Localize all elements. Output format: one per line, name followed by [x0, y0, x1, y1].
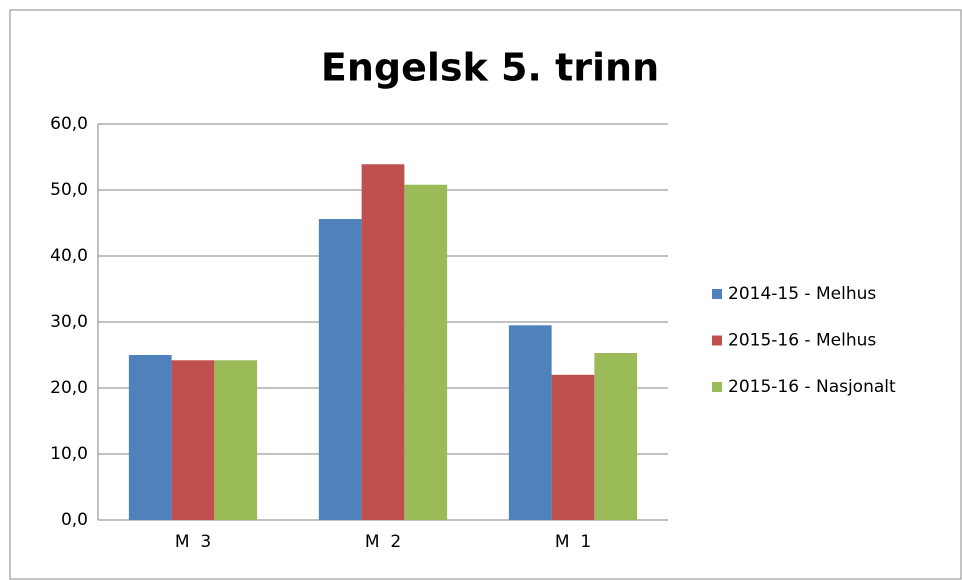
- bar: [361, 164, 405, 520]
- bar: [171, 360, 215, 520]
- bar: [551, 374, 595, 520]
- bar: [128, 355, 172, 520]
- legend-label: 2015-16 - Melhus: [728, 331, 876, 351]
- y-tick-label: 40,0: [50, 246, 88, 266]
- legend-label: 2015-16 - Nasjonalt: [728, 377, 896, 397]
- x-tick-label: M 1: [555, 532, 591, 552]
- bar: [318, 219, 362, 521]
- x-tick-label: M 3: [175, 532, 211, 552]
- y-tick-label: 10,0: [50, 444, 88, 464]
- legend-swatch: [712, 382, 722, 392]
- y-tick-label: 50,0: [50, 180, 88, 200]
- bar: [404, 184, 448, 520]
- y-tick-label: 30,0: [50, 312, 88, 332]
- x-tick-label: M 2: [365, 532, 401, 552]
- y-tick-label: 60,0: [50, 114, 88, 134]
- legend-label: 2014-15 - Melhus: [728, 284, 876, 304]
- legend-swatch: [712, 335, 722, 346]
- legend-swatch: [712, 289, 722, 299]
- y-tick-label: 0,0: [61, 510, 88, 530]
- bar: [594, 353, 638, 520]
- bar: [214, 360, 258, 520]
- bar: [508, 325, 552, 520]
- chart-title: Engelsk 5. trinn: [321, 46, 659, 90]
- y-tick-label: 20,0: [50, 378, 88, 398]
